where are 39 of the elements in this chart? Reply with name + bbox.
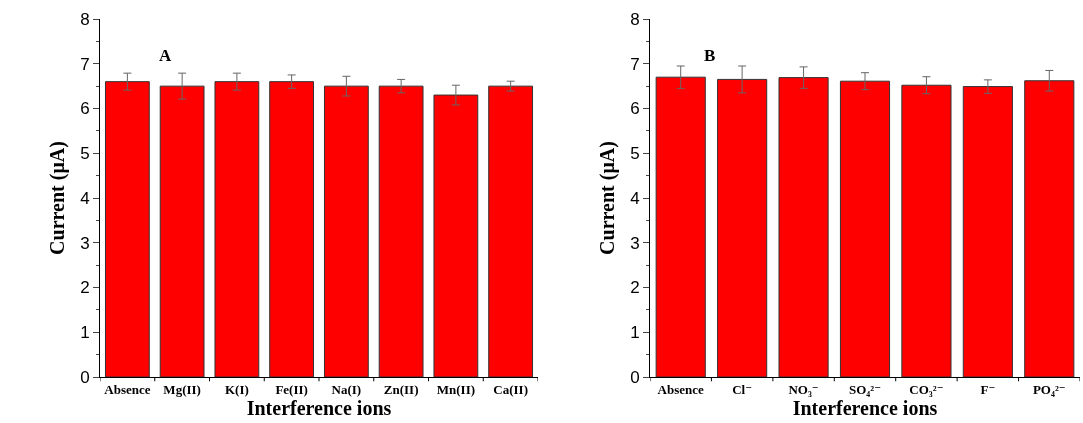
x-tick-label: Fe(II) xyxy=(275,381,308,397)
x-tick-label: NO₃⁻ xyxy=(788,381,819,397)
x-tick-label: Mg(II) xyxy=(163,381,201,397)
y-tick-label: 6 xyxy=(80,99,90,119)
y-tick-label: 6 xyxy=(630,99,640,119)
y-tick-label: 1 xyxy=(630,323,640,343)
y-tick-label: 5 xyxy=(80,144,90,164)
y-tick-label: 3 xyxy=(80,233,90,253)
y-tick-label: 2 xyxy=(80,278,90,298)
y-tick-label: 5 xyxy=(630,144,640,164)
y-tick-label: 0 xyxy=(80,367,90,387)
x-tick-label: Absence xyxy=(657,381,705,397)
y-tick-label: 2 xyxy=(630,278,640,298)
x-tick-label: PO₄²⁻ xyxy=(1032,381,1066,397)
x-tick-label: Absence xyxy=(104,381,151,397)
x-tick-label: Zn(II) xyxy=(383,381,419,397)
y-tick-label: 7 xyxy=(630,54,640,74)
y-tick-label: 7 xyxy=(80,54,90,74)
y-tick-label: 0 xyxy=(630,367,640,387)
x-tick-label: Cl⁻ xyxy=(732,381,753,397)
x-tick-label: F⁻ xyxy=(980,381,996,397)
y-tick-label: 3 xyxy=(630,233,640,253)
x-tick-label: Ca(II) xyxy=(493,381,528,397)
x-axis-title: Interference ions xyxy=(792,396,938,419)
x-tick-label: Na(I) xyxy=(331,381,362,397)
y-tick-label: 1 xyxy=(80,323,90,343)
x-tick-label: Mn(II) xyxy=(436,381,476,397)
y-tick-label: 8 xyxy=(80,9,90,29)
x-tick-label: K(I) xyxy=(224,381,249,397)
y-axis-title: Current (μA) xyxy=(45,141,69,255)
x-tick-label: CO₃²⁻ xyxy=(909,381,944,397)
x-tick-label: SO₄²⁻ xyxy=(849,381,881,397)
y-tick-label: 8 xyxy=(630,9,640,29)
y-tick-label: 4 xyxy=(630,188,640,208)
y-axis-title: Current (μA) xyxy=(595,141,619,255)
x-axis-title: Interference ions xyxy=(246,396,392,419)
annotation: A xyxy=(159,46,172,65)
y-tick-label: 4 xyxy=(80,188,90,208)
annotation: B xyxy=(704,46,716,65)
